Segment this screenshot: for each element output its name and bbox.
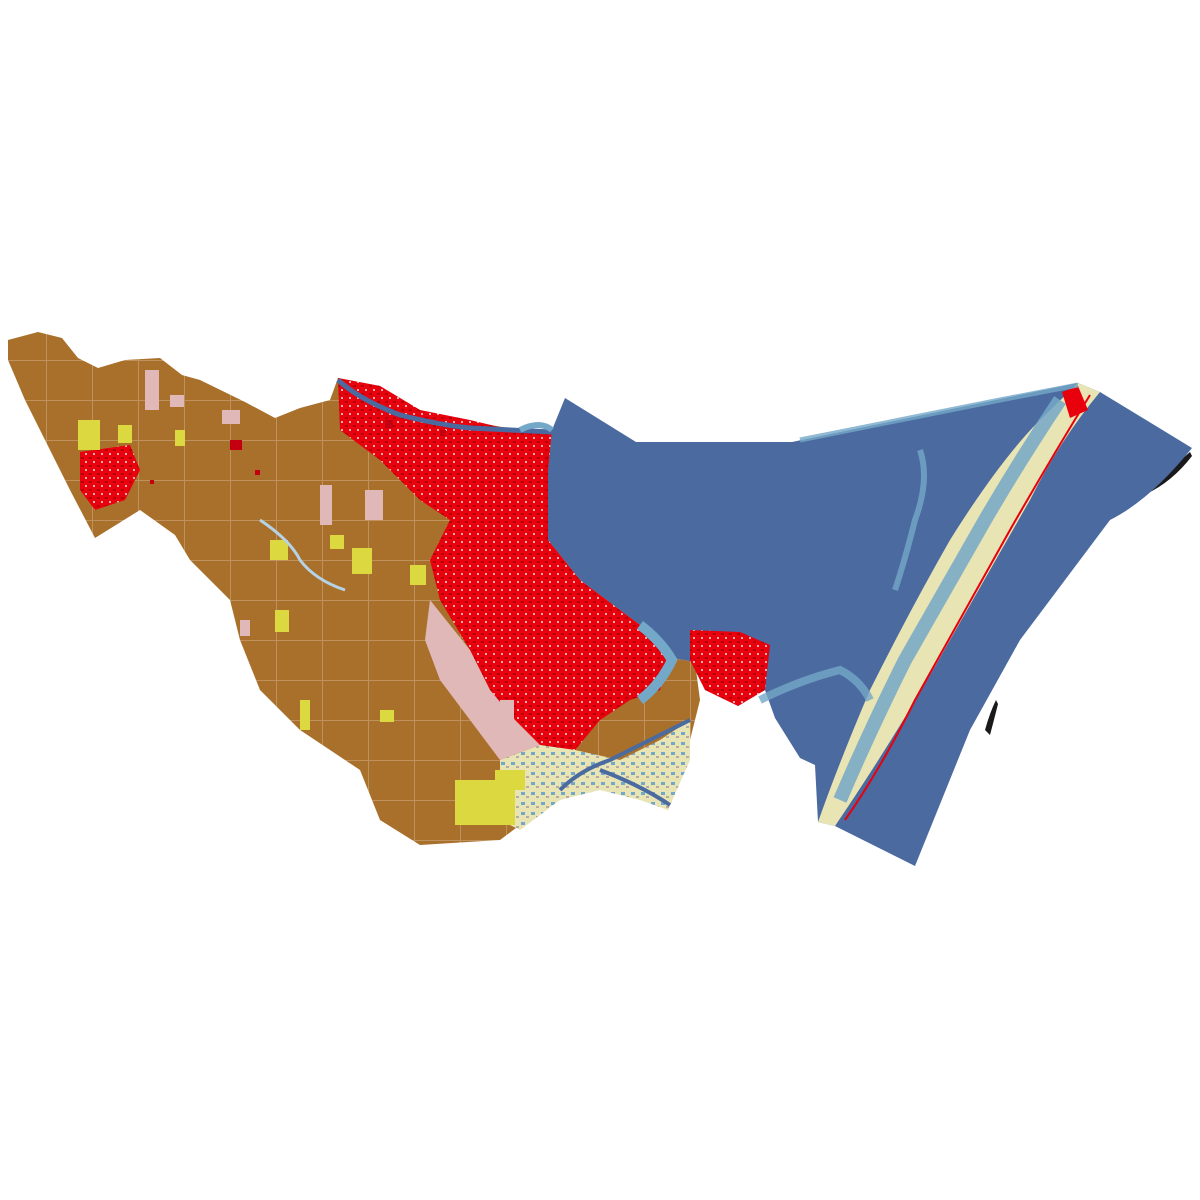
creek — [259, 518, 346, 592]
hay-patch — [410, 565, 426, 585]
bay-south-shore — [758, 665, 874, 704]
harbor-channel — [518, 422, 554, 433]
river-channel — [336, 378, 553, 435]
urban-area — [338, 378, 672, 750]
hay-patch — [78, 420, 100, 450]
bay-shoal — [892, 449, 927, 591]
developed-patch — [385, 420, 393, 428]
bay-water — [545, 383, 1078, 826]
hay-patch — [300, 700, 310, 730]
bay-north-shore — [799, 382, 1079, 443]
channels — [259, 378, 691, 807]
developed-patch — [230, 440, 242, 450]
hay-patch — [275, 610, 289, 632]
hay-patch — [495, 770, 525, 790]
island-town — [1062, 386, 1088, 418]
developed-open-patch — [320, 485, 332, 525]
east-urban — [690, 630, 770, 706]
developed-patch — [440, 430, 446, 436]
developed-open-patch — [222, 410, 240, 424]
hay-patch — [352, 548, 372, 574]
developed-open-patch — [365, 490, 383, 520]
developed-open-patch — [145, 370, 159, 410]
developed-open-patch — [240, 620, 250, 636]
developed-patch — [255, 470, 260, 475]
island-wetland — [833, 396, 1066, 803]
developed-open-patch — [500, 700, 514, 720]
gulf-water — [835, 383, 1192, 866]
delta-wetland — [500, 720, 690, 830]
developed-open-patch — [170, 395, 184, 407]
developed-patch — [150, 480, 154, 484]
delta-channel — [558, 718, 691, 807]
hay-patch — [380, 710, 394, 722]
island-detail — [758, 382, 1091, 821]
map-shadow-lower — [985, 700, 998, 735]
hay-patches — [78, 370, 525, 825]
hay-patch — [270, 540, 288, 560]
barrier-island — [818, 383, 1100, 826]
west-town — [80, 445, 140, 510]
hay-patch — [175, 430, 185, 446]
hay-patch — [118, 425, 132, 443]
island-road — [844, 394, 1091, 821]
hay-patch — [330, 535, 344, 549]
lagoon — [636, 621, 678, 704]
